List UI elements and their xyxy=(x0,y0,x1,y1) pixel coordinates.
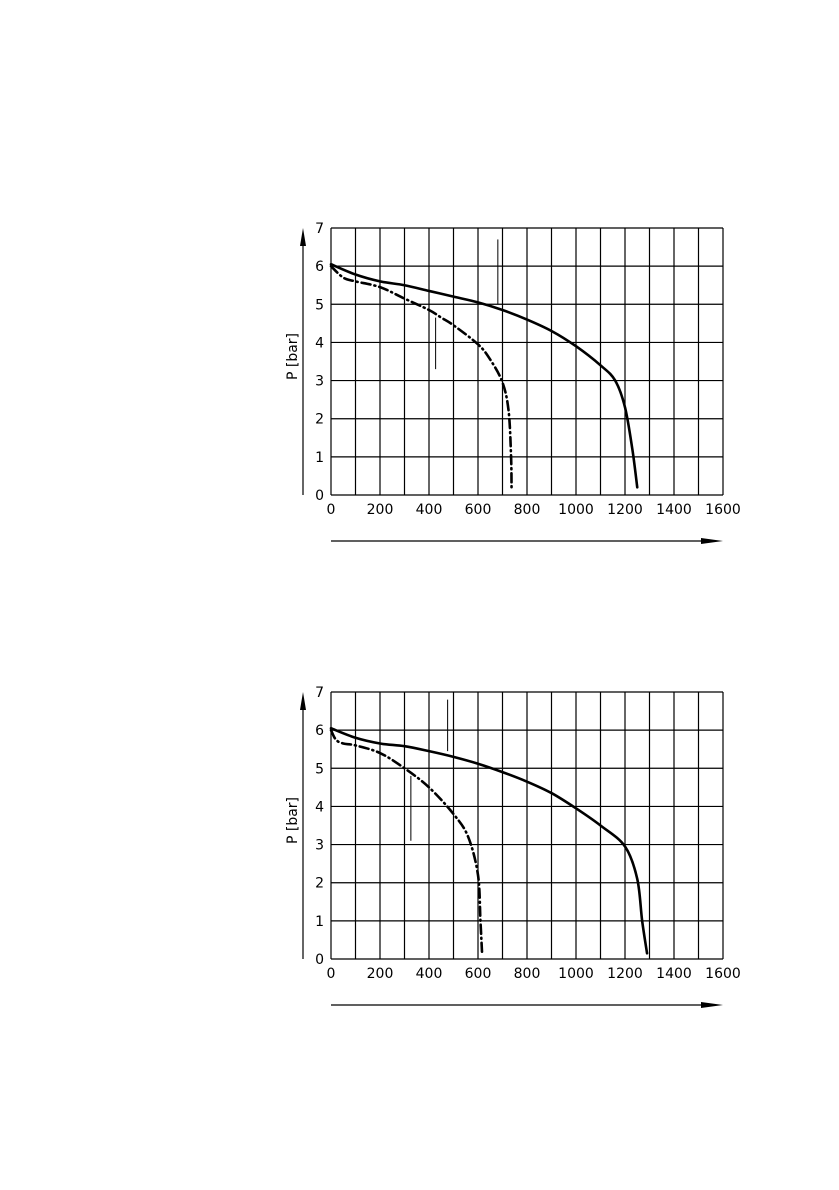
y-tick-label: 6 xyxy=(315,723,324,739)
x-axis-arrowhead xyxy=(701,538,723,544)
y-tick-label: 2 xyxy=(315,876,324,892)
y-tick-label: 0 xyxy=(315,952,324,968)
y-axis-arrowhead xyxy=(300,692,306,710)
y-tick-label: 2 xyxy=(315,412,324,428)
y-tick-label: 4 xyxy=(315,799,324,815)
x-tick-label: 800 xyxy=(514,502,541,518)
x-tick-label: 600 xyxy=(465,502,492,518)
x-tick-label: 1600 xyxy=(705,502,741,518)
x-tick-label: 0 xyxy=(327,502,336,518)
chart-top: 0 200 400 600 800 1000 1200 1400 1600 0 1 2 3 4 5 6 7 P [… xyxy=(285,221,741,544)
y-tick-label: 3 xyxy=(315,374,324,390)
x-tick-label: 400 xyxy=(416,966,443,982)
series-line-solid xyxy=(329,726,649,955)
y-tick-label: 5 xyxy=(315,297,324,313)
y-tick-label: 7 xyxy=(315,685,324,701)
y-tick-label: 7 xyxy=(315,221,324,237)
y-tick-label: 6 xyxy=(315,259,324,275)
y-tick-label: 1 xyxy=(315,450,324,466)
y-axis-arrowhead xyxy=(300,228,306,246)
x-tick-label: 400 xyxy=(416,502,443,518)
x-tick-label: 200 xyxy=(367,966,394,982)
y-tick-label: 5 xyxy=(315,761,324,777)
y-axis-label: P [bar] xyxy=(285,333,301,380)
x-tick-label: 0 xyxy=(327,966,336,982)
x-tick-label: 200 xyxy=(367,502,394,518)
x-tick-label: 1200 xyxy=(607,502,643,518)
series-line-dash-dot xyxy=(329,728,484,957)
x-tick-label: 1200 xyxy=(607,966,643,982)
x-tick-label: 1000 xyxy=(558,966,594,982)
y-tick-label: 4 xyxy=(315,335,324,351)
x-tick-label: 1400 xyxy=(656,966,692,982)
x-tick-label: 600 xyxy=(465,966,492,982)
x-tick-label: 1400 xyxy=(656,502,692,518)
x-tick-label: 800 xyxy=(514,966,541,982)
y-tick-label: 0 xyxy=(315,488,324,504)
series-line-dash-dot xyxy=(329,264,513,491)
x-tick-label: 1600 xyxy=(705,966,741,982)
x-axis-arrowhead xyxy=(701,1002,723,1008)
chart-bottom: 0 200 400 600 800 1000 1200 1400 1600 0 1 2 3 4 5 6 7 P [… xyxy=(285,685,741,1008)
y-axis-label: P [bar] xyxy=(285,797,301,844)
series-line-solid xyxy=(329,262,639,489)
y-tick-label: 1 xyxy=(315,914,324,930)
y-tick-label: 3 xyxy=(315,838,324,854)
x-tick-label: 1000 xyxy=(558,502,594,518)
